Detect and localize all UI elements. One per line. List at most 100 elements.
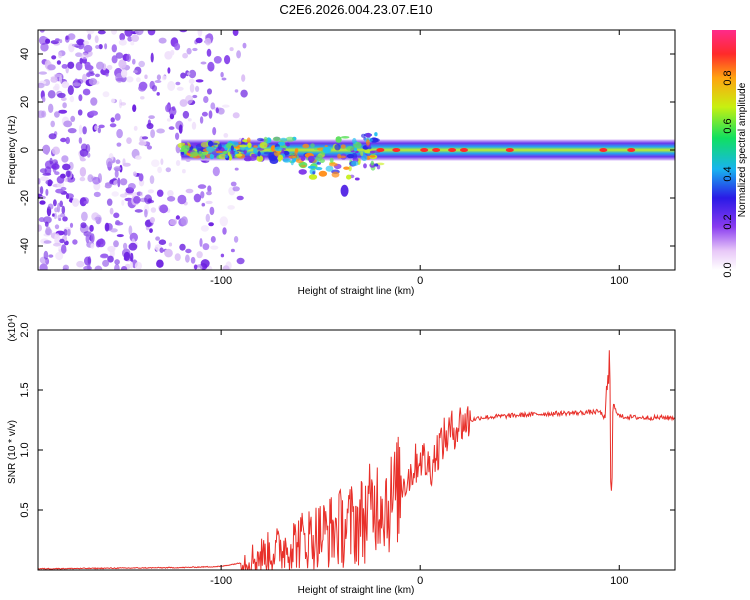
heatmap-noise-blob	[54, 83, 60, 91]
heatmap-noise-blob	[90, 243, 95, 249]
heatmap-y-ticks: -40 -20 0 20 40	[19, 48, 675, 254]
heatmap-signal-blob	[263, 136, 268, 143]
heatmap-signal-blob	[277, 154, 284, 161]
heatmap-signal-blob	[307, 155, 315, 163]
heatmap-noise-blob	[74, 78, 79, 84]
heatmap-noise-blob	[53, 73, 63, 77]
heatmap-signal-blob	[319, 158, 325, 163]
heatmap-signal-blob	[270, 145, 276, 152]
heatmap-noise-blob	[58, 109, 68, 114]
heatmap-signal-blob	[224, 154, 229, 159]
snr-y-axis-label: SNR (10 * v/v)	[7, 420, 18, 484]
heatmap-peak-spot	[448, 148, 457, 152]
heatmap-noise-blob	[144, 219, 152, 228]
heatmap-noise-blob	[56, 60, 62, 65]
heatmap-noise-blob	[114, 113, 121, 121]
heatmap-noise-blob	[212, 166, 220, 177]
heatmap-noise-blob	[130, 41, 135, 46]
heatmap-noise-blob	[44, 221, 49, 227]
heatmap-noise-blob	[61, 244, 67, 254]
heatmap-signal-blob	[374, 132, 378, 137]
heatmap-noise-blob	[43, 216, 52, 224]
heatmap-signal-blob	[285, 136, 295, 142]
heatmap-signal-blob	[335, 136, 342, 143]
heatmap-noise-blob	[185, 188, 194, 194]
heatmap-noise-blob	[129, 261, 134, 269]
heatmap-noise-blob	[236, 195, 244, 201]
heatmap-noise-blob	[81, 211, 88, 222]
heatmap-noise-blob	[232, 186, 240, 192]
heatmap-noise-blob	[102, 259, 110, 267]
heatmap-noise-blob	[141, 136, 149, 140]
heatmap-noise-blob	[175, 215, 180, 220]
heatmap-noise-blob	[156, 74, 161, 81]
heatmap-signal-blob	[312, 171, 316, 175]
heatmap-noise-blob	[138, 173, 144, 182]
heatmap-noise-blob	[167, 190, 174, 197]
heatmap-signal-blob	[294, 148, 299, 153]
heatmap-x-ticks: -100 0 100	[210, 30, 628, 287]
heatmap-noise-blob	[222, 104, 230, 108]
heatmap-signal-blob	[298, 169, 307, 175]
heatmap-noise-blob	[168, 126, 175, 130]
heatmap-noise-blob	[110, 98, 116, 104]
heatmap-peak-spot	[376, 148, 385, 152]
heatmap-noise-blob	[176, 86, 184, 91]
heatmap-noise-blob	[82, 126, 87, 135]
heatmap-noise-blob	[117, 177, 121, 188]
heatmap-signal-blob	[325, 165, 334, 172]
heatmap-noise-blob	[60, 97, 67, 101]
colorbar-gradient	[712, 30, 736, 270]
heatmap-signal-blob	[243, 157, 252, 162]
heatmap-noise-blob	[80, 157, 86, 162]
heatmap-noise-blob	[83, 200, 89, 205]
heatmap-noise-blob	[61, 64, 68, 69]
heatmap-noise-blob	[127, 183, 136, 190]
heatmap-isolated-blob	[340, 184, 349, 197]
heatmap-noise-blob	[63, 229, 68, 236]
heatmap-noise-blob	[150, 52, 154, 63]
heatmap-noise-blob	[104, 222, 110, 232]
heatmap-y-tick-label: 20	[19, 96, 31, 108]
heatmap-noise-blob	[58, 51, 63, 59]
heatmap-noise-blob	[174, 42, 181, 51]
heatmap-noise-blob	[106, 198, 113, 206]
heatmap-noise-blob	[48, 103, 54, 114]
heatmap-noise-blob	[134, 261, 142, 270]
heatmap-noise-blob	[38, 71, 48, 75]
heatmap-noise-blob	[76, 260, 85, 268]
heatmap-signal-blob	[360, 151, 364, 156]
heatmap-noise-blob	[192, 47, 198, 52]
heatmap-noise-blob	[128, 242, 138, 251]
heatmap-noise-blob	[200, 259, 210, 268]
heatmap-noise-blob	[70, 115, 76, 122]
heatmap-noise-blob	[185, 254, 190, 263]
heatmap-noise-blob	[221, 77, 227, 81]
heatmap-noise-blob	[79, 148, 89, 157]
heatmap-signal-blob	[200, 153, 206, 160]
heatmap-noise-blob	[123, 242, 128, 250]
heatmap-noise-blob	[90, 233, 95, 243]
heatmap-noise-blob	[201, 111, 208, 117]
heatmap-noise-blob	[229, 47, 234, 52]
heatmap-noise-blob	[113, 240, 119, 248]
heatmap-noise-blob	[149, 228, 153, 234]
heatmap-noise-blob	[116, 142, 122, 147]
heatmap-signal-blob	[334, 144, 341, 151]
heatmap-noise-blob	[179, 30, 188, 33]
heatmap-noise-blob	[92, 176, 101, 185]
heatmap-noise-blob	[150, 129, 156, 139]
heatmap-noise-blob	[47, 90, 56, 99]
heatmap-noise-blob	[50, 76, 58, 80]
snr-x-tick-label: 0	[417, 575, 423, 587]
heatmap-noise-blob	[80, 52, 89, 60]
heatmap-signal-blob	[228, 155, 232, 161]
heatmap-noise-blob	[202, 243, 210, 251]
heatmap-signal-blob	[239, 144, 248, 148]
figure-title: C2E6.2026.004.23.07.E10	[279, 2, 432, 17]
heatmap-x-tick-label: 100	[610, 275, 628, 287]
heatmap-noise-blob	[57, 214, 62, 221]
heatmap-noise-blob	[53, 242, 61, 247]
heatmap-noise-blob	[38, 217, 45, 223]
heatmap-noise-blob	[146, 145, 152, 150]
